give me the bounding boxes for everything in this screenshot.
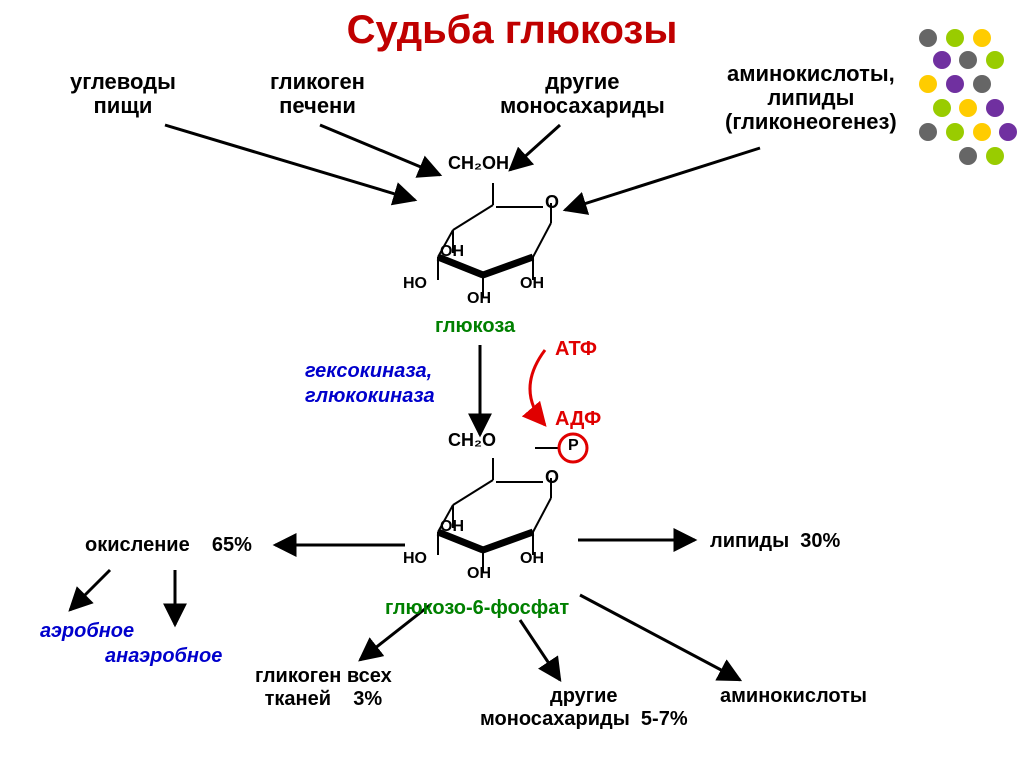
fate-glycogen: гликоген всех тканей 3%: [255, 665, 392, 711]
adp: АДФ: [555, 408, 601, 431]
g6p-label: глюкозо-6-фосфат: [385, 597, 569, 620]
g6p-structure: [438, 434, 587, 572]
ring-o2: O: [545, 467, 559, 488]
atp: АТФ: [555, 338, 597, 361]
fate-aerobic: аэробное: [40, 620, 134, 643]
fate-aa: аминокислоты: [720, 685, 867, 708]
enzyme2: глюкокиназа: [305, 385, 435, 408]
p: P: [568, 437, 579, 455]
oh: OH: [440, 243, 464, 261]
label: другие: [550, 685, 618, 707]
ho: HO: [403, 550, 427, 568]
oh: OH: [440, 518, 464, 536]
ch2o: CH₂O: [448, 430, 496, 451]
oh: OH: [467, 290, 491, 308]
fate-oxidation: окисление 65%: [85, 534, 252, 557]
label: тканей 3%: [265, 688, 383, 710]
enzyme1: гексокиназа,: [305, 360, 432, 383]
ring-o: O: [545, 192, 559, 213]
ho: HO: [403, 275, 427, 293]
glucose-label: глюкоза: [435, 315, 515, 338]
fate-other: другие моносахариды 5-7%: [480, 685, 688, 731]
oh: OH: [520, 550, 544, 568]
oh: OH: [467, 565, 491, 583]
fate-anaerobic: анаэробное: [105, 645, 222, 668]
oh: OH: [520, 275, 544, 293]
fate-lipids: липиды 30%: [710, 530, 840, 553]
ch2oh: CH₂OH: [448, 153, 509, 174]
label: моносахариды 5-7%: [480, 708, 688, 730]
label: гликоген всех: [255, 665, 392, 687]
